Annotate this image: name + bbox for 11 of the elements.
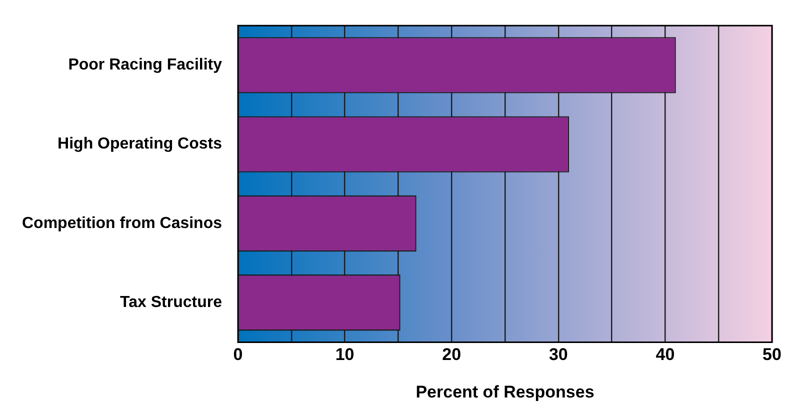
y-tick-label: High Operating Costs bbox=[58, 136, 222, 153]
x-tick-label: 30 bbox=[548, 345, 568, 364]
x-tick-label: 40 bbox=[656, 345, 675, 364]
x-tick-label: 20 bbox=[442, 345, 462, 364]
y-tick-label: Competition from Casinos bbox=[22, 214, 222, 232]
y-tick-label: Poor Racing Facility bbox=[68, 56, 222, 74]
x-tick-label: 10 bbox=[335, 345, 354, 364]
x-axis-title: Percent of Responses bbox=[416, 382, 594, 402]
x-tick-label: 0 bbox=[233, 345, 243, 364]
y-tick-label: Tax Structure bbox=[120, 294, 222, 312]
x-tick-label: 50 bbox=[762, 345, 782, 364]
